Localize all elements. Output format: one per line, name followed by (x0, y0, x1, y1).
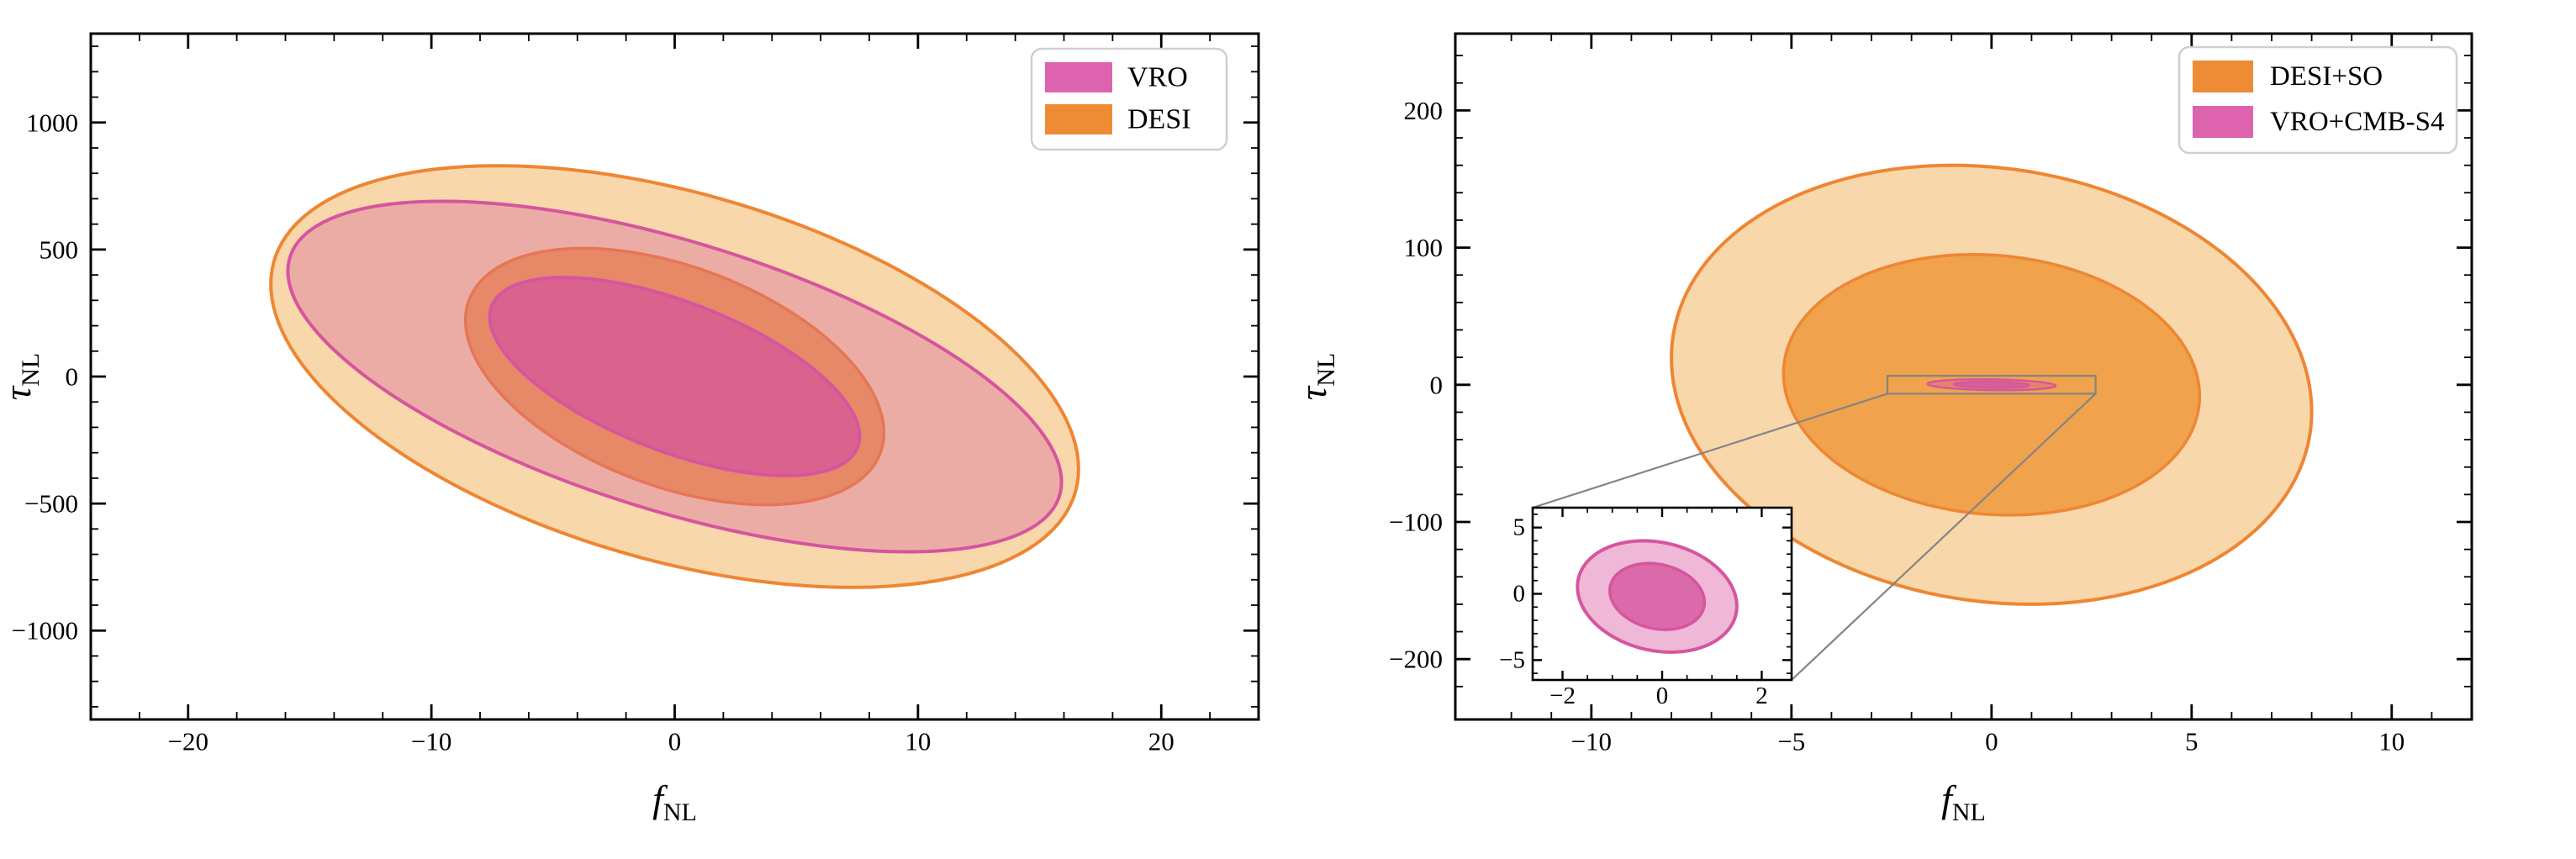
y-tick-label: −100 (1389, 507, 1443, 536)
x-tick-label: −20 (168, 726, 209, 756)
inset-y-tick-label: 0 (1513, 581, 1526, 608)
axes-ticks (91, 34, 1259, 719)
x-tick-label: 5 (2185, 726, 2199, 756)
x-axis-label: fNL (652, 777, 697, 826)
legend-label: DESI+SO (2270, 61, 2383, 92)
inset-contour-vro-cmb-s4-1sigma (1608, 561, 1707, 631)
y-axis-label: τNL (1291, 353, 1340, 400)
legend-patch (2193, 106, 2253, 138)
zoom-indicator-box (1886, 375, 2097, 395)
x-tick-label: 10 (2378, 726, 2404, 756)
y-tick-label: −1000 (12, 616, 78, 646)
y-tick-label: 1000 (26, 108, 78, 137)
inset-x-tick-label: −2 (1549, 682, 1576, 709)
legend-patch (1045, 62, 1112, 92)
legend-patch (2193, 61, 2253, 92)
legend-patch (1045, 104, 1112, 134)
right-panel-contours (1670, 163, 2314, 606)
inset-y-tick-label: −5 (1499, 646, 1525, 673)
inset-connector-line (1532, 393, 1888, 509)
x-tick-label: 0 (668, 726, 682, 756)
inset-x-tick-label: 2 (1755, 682, 1768, 709)
y-tick-label: −500 (24, 489, 78, 519)
left-panel: −20 −10 0 10 20 −1000 −500 0 500 1000 fNL τNL VRO DES… (0, 32, 1260, 826)
x-tick-label: 20 (1148, 726, 1175, 756)
y-tick-label: 0 (1430, 370, 1444, 399)
legend: DESI+SO VRO+CMB-S4 (2177, 45, 2458, 155)
x-tick-label: −5 (1777, 726, 1805, 756)
y-axis-label: τNL (0, 353, 45, 400)
contour-vro-cmb-s4-1sigma (1952, 380, 2031, 389)
inset-axes: −2 0 2 −5 0 5 (1499, 506, 1793, 709)
y-tick-label: 200 (1404, 96, 1444, 125)
inset-connector-line (1791, 393, 2097, 681)
y-tick-label: 500 (40, 235, 79, 264)
x-tick-label: 10 (905, 726, 931, 756)
y-tick-label: −200 (1389, 645, 1443, 674)
x-tick-label: −10 (411, 726, 451, 756)
contour-vro-1sigma (488, 276, 862, 477)
inset-y-tick-label: 5 (1513, 514, 1526, 541)
axes-frame (1454, 32, 2473, 721)
axes-ticks (1455, 34, 2472, 719)
left-panel-contours (269, 164, 1080, 589)
legend-label: VRO (1127, 62, 1188, 93)
x-axis-label: fNL (1941, 777, 1986, 826)
x-tick-label: 0 (1985, 726, 1998, 756)
x-tick-label: −10 (1571, 726, 1612, 756)
y-tick-label: 0 (66, 362, 79, 392)
inset-x-tick-label: 0 (1656, 682, 1669, 709)
y-tick-label: 100 (1404, 233, 1444, 262)
inset-contours (1576, 539, 1739, 654)
right-panel: −2 0 2 −5 0 5 −10 −5 0 5 10 −200 −100 0 100 200 fNL τNL DE… (1291, 32, 2473, 826)
legend: VRO DESI (1030, 47, 1228, 151)
legend-label: DESI (1127, 104, 1191, 135)
legend-label: VRO+CMB-S4 (2270, 107, 2445, 137)
